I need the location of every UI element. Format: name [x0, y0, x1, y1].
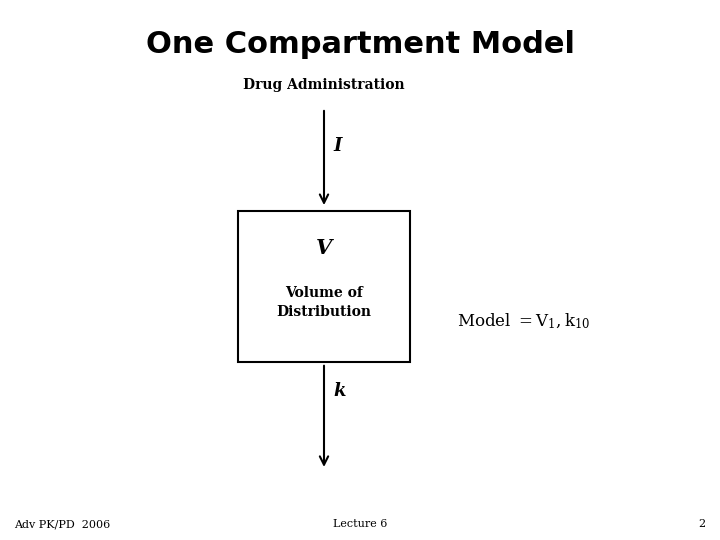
Text: 2: 2	[698, 519, 706, 529]
Text: Lecture 6: Lecture 6	[333, 519, 387, 529]
Text: k: k	[333, 382, 346, 401]
Text: Volume of
Distribution: Volume of Distribution	[276, 286, 372, 319]
Text: Adv PK/PD  2006: Adv PK/PD 2006	[14, 519, 111, 529]
Text: Drug Administration: Drug Administration	[243, 78, 405, 92]
Bar	[238, 211, 410, 362]
Text: Model $\mathregular{=V_1, k_{10}}$: Model $\mathregular{=V_1, k_{10}}$	[457, 312, 590, 331]
Text: One Compartment Model: One Compartment Model	[145, 30, 575, 59]
Text: V: V	[316, 238, 332, 259]
Text: I: I	[333, 137, 342, 155]
